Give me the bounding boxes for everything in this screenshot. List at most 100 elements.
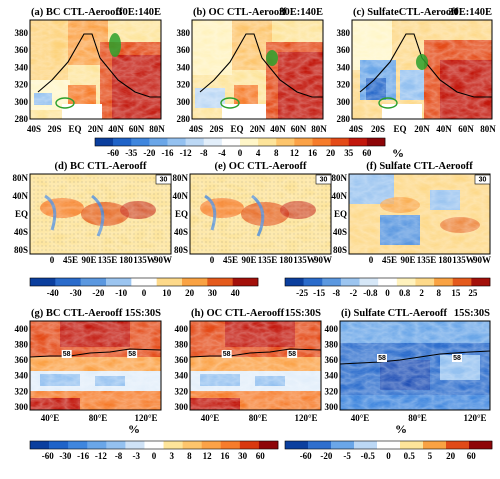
x-tick-label: 40°E [201,413,220,423]
colorbar-swatch [221,138,241,146]
colorbar-swatch [240,138,259,146]
y-tick-label: 360 [15,45,29,55]
contour-label-bg [452,354,462,362]
y-tick-label: 280 [15,114,29,124]
colorbar-swatch [258,441,279,449]
x-tick-label: 40°E [351,413,370,423]
colorbar-tick-label: 16 [220,451,230,461]
colorbar-tick-label: -60 [107,148,119,158]
x-tick-label: 90E [400,255,415,265]
colorbar-tick-label: 20 [446,451,456,461]
colorbar-tick-label: -10 [115,288,127,298]
colorbar-swatch [239,441,260,449]
x-tick-label: 80N [311,124,327,134]
x-tick-label: 135E [98,255,118,265]
panel-title: (h) OC CTL-Aerooff [191,308,285,319]
y-tick-label: 400 [325,324,339,334]
x-tick-label: 45E [63,255,78,265]
vector-ref-label: 30 [320,177,328,184]
colorbar-swatch [87,441,107,449]
colorbar-swatch [55,278,81,286]
colorbar-tick-label: -2 [350,288,358,298]
x-tick-label: 45E [223,255,238,265]
colorbar-tick-label: 3 [169,451,174,461]
colorbar-swatch [207,278,233,286]
x-tick-label: 135W [293,255,316,265]
x-tick-label: 135W [452,255,475,265]
colorbar-tick-label: -0.8 [363,288,378,298]
panel-region: 15S:30S [454,308,490,319]
panel-title: (e) OC CTL-Aerooff [215,161,307,172]
colorbar-tick-label: 0 [142,288,147,298]
colorbar-row2-right: -25 -15 -8 -2 -0.8 0 0.8 2 8 15 25 [284,277,491,298]
y-tick-label: 80S [333,245,347,255]
x-tick-label: 40N [270,124,286,134]
colorbar-tick-label: -30 [70,288,82,298]
colorbar-swatch [378,278,398,286]
colorbar-row2-left: -40 -30 -20 -10 0 10 20 30 40 [29,277,259,298]
colorbar-swatch [348,138,368,146]
colorbar-swatch [182,278,208,286]
y-tick-label: 400 [175,324,189,334]
y-tick-label: 360 [15,355,29,365]
colorbar-tick-label: 20 [326,148,336,158]
colorbar-swatch [423,441,447,449]
x-tick-label: 40S [189,124,203,134]
panel-title: (a) BC CTL-Aerooff [31,7,123,18]
colorbar-tick-label: -12 [180,148,192,158]
y-tick-label: 340 [175,371,189,381]
x-tick-label: 20N [414,124,430,134]
colorbar-row3-left: -60 -30 -16 -12 -8 -3 0 3 8 12 16 30 60 [29,440,279,461]
colorbar-tick-label: 30 [238,451,248,461]
x-tick-label: 40N [108,124,124,134]
x-tick-label: 80N [149,124,165,134]
colorbar-swatch [294,138,313,146]
colorbar-swatch [434,278,454,286]
x-tick-label: 135W [133,255,156,265]
x-tick-label: 135E [258,255,278,265]
y-tick-label: 300 [337,97,351,107]
colorbar-frame [284,277,491,287]
contour-label: 58 [128,351,136,358]
y-tick-label: 380 [175,339,189,349]
colorbar-swatch [359,278,379,286]
y-tick-label: 380 [177,28,191,38]
panel-a [29,19,162,120]
colorbar-swatch [201,441,222,449]
panel-region: 30E:140E [448,7,492,18]
y-tick-label: 360 [325,355,339,365]
x-tick-label: EQ [230,124,243,134]
colorbar-tick-label: 8 [187,451,192,461]
colorbar-swatch [163,441,183,449]
y-tick-label: 300 [175,402,189,412]
colorbar-swatch [49,441,69,449]
x-tick-label: 0 [369,255,374,265]
colorbar-tick-label: 60 [467,451,477,461]
x-tick-label: 20N [250,124,266,134]
y-tick-label: 380 [15,28,29,38]
y-tick-label: EQ [15,209,28,219]
x-tick-label: 60N [129,124,145,134]
x-tick-label: 120°E [294,413,317,423]
contour-label: 58 [223,351,231,358]
colorbar-tick-label: -20 [320,451,332,461]
y-tick-label: 40S [14,227,28,237]
y-tick-label: 380 [15,339,29,349]
colorbar-tick-label: -12 [95,451,107,461]
y-tick-label: 40N [173,191,189,201]
colorbar-tick-label: 25 [468,288,478,298]
y-tick-label: 340 [15,371,29,381]
x-tick-label: 40N [436,124,452,134]
colorbar-swatch [276,138,295,146]
contour-label: 58 [288,351,296,358]
x-tick-label: 20N [88,124,104,134]
y-tick-label: 320 [177,80,191,90]
colorbar-swatch [125,441,145,449]
contour-label-bg [377,354,387,362]
colorbar-swatch [285,441,309,449]
colorbar-swatch [182,441,202,449]
colorbar-swatch [232,278,259,286]
panel-d [29,173,172,255]
vector-ref-label: 30 [479,177,487,184]
colorbar-swatch [340,278,360,286]
